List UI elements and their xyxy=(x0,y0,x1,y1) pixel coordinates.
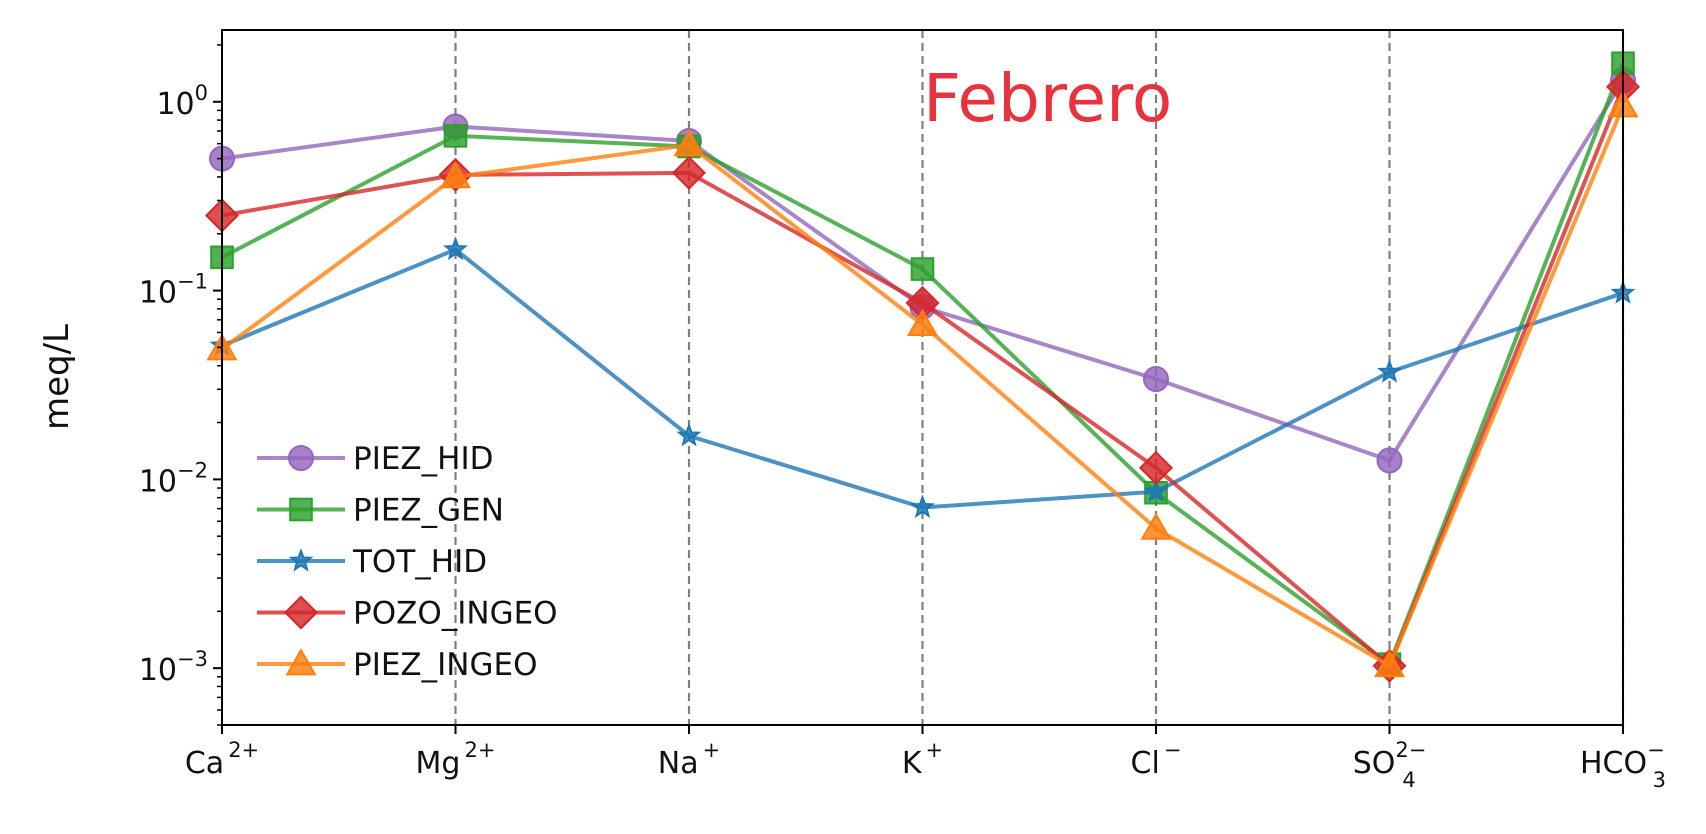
legend-label: POZO_INGEO xyxy=(353,596,558,632)
marker-triangle xyxy=(673,129,705,157)
y-axis: 100 10−1 10−2 10−3 xyxy=(139,44,222,726)
marker-triangle xyxy=(1140,512,1172,540)
marker-circle xyxy=(1143,366,1169,393)
marker-circle xyxy=(1376,447,1403,474)
marker-triangle xyxy=(285,648,317,676)
y-axis-label: meq/L xyxy=(37,324,77,430)
legend: PIEZ_HID PIEZ_GEN TOT_HID POZO_INGEO PIEZ_IN… xyxy=(257,441,558,683)
x-tick-label: Cl − xyxy=(1131,738,1182,781)
marker-star xyxy=(910,494,935,519)
x-axis: Ca 2+ Mg 2+ Na + K + Cl − SO2− 4 HCO− 3 xyxy=(185,725,1666,792)
marker-square xyxy=(910,257,935,281)
x-tick-label: Mg 2+ xyxy=(416,738,496,781)
marker-circle xyxy=(288,445,314,471)
series-layer xyxy=(204,51,1641,683)
marker-star xyxy=(288,547,314,572)
legend-label: PIEZ_GEN xyxy=(353,493,504,529)
legend-label: PIEZ_INGEO xyxy=(353,647,538,683)
marker-triangle xyxy=(439,161,472,189)
y-tick-label: 100 xyxy=(156,81,208,122)
marker-star xyxy=(443,236,468,261)
legend-entry: POZO_INGEO xyxy=(257,595,558,632)
marker-square xyxy=(289,497,313,522)
y-tick-label: 10−3 xyxy=(139,647,208,688)
marker-diamond xyxy=(1138,450,1174,485)
x-tick-label: Ca 2+ xyxy=(185,738,259,781)
y-tick-label: 10−2 xyxy=(139,458,208,499)
x-tick-label: Na + xyxy=(658,738,720,781)
marker-star xyxy=(1143,478,1169,503)
legend-label: PIEZ_HID xyxy=(353,441,493,477)
legend-entry: PIEZ_INGEO xyxy=(257,647,538,683)
x-tick-label: SO2− 4 xyxy=(1353,738,1427,792)
legend-entry: PIEZ_HID xyxy=(257,441,493,477)
marker-diamond xyxy=(283,595,319,630)
y-tick-label: 10−1 xyxy=(139,270,208,311)
marker-square xyxy=(443,124,468,148)
marker-triangle xyxy=(906,308,939,336)
marker-diamond xyxy=(671,155,707,190)
chart-annotation: Febrero xyxy=(923,60,1172,137)
x-tick-label: HCO− 3 xyxy=(1580,738,1666,792)
legend-label: TOT_HID xyxy=(352,544,487,580)
x-tick-label: K + xyxy=(902,738,943,781)
marker-triangle xyxy=(1373,649,1406,678)
legend-entry: PIEZ_GEN xyxy=(257,493,504,529)
marker-star xyxy=(676,422,702,447)
marker-star xyxy=(1377,359,1402,383)
legend-entry: TOT_HID xyxy=(257,544,487,580)
